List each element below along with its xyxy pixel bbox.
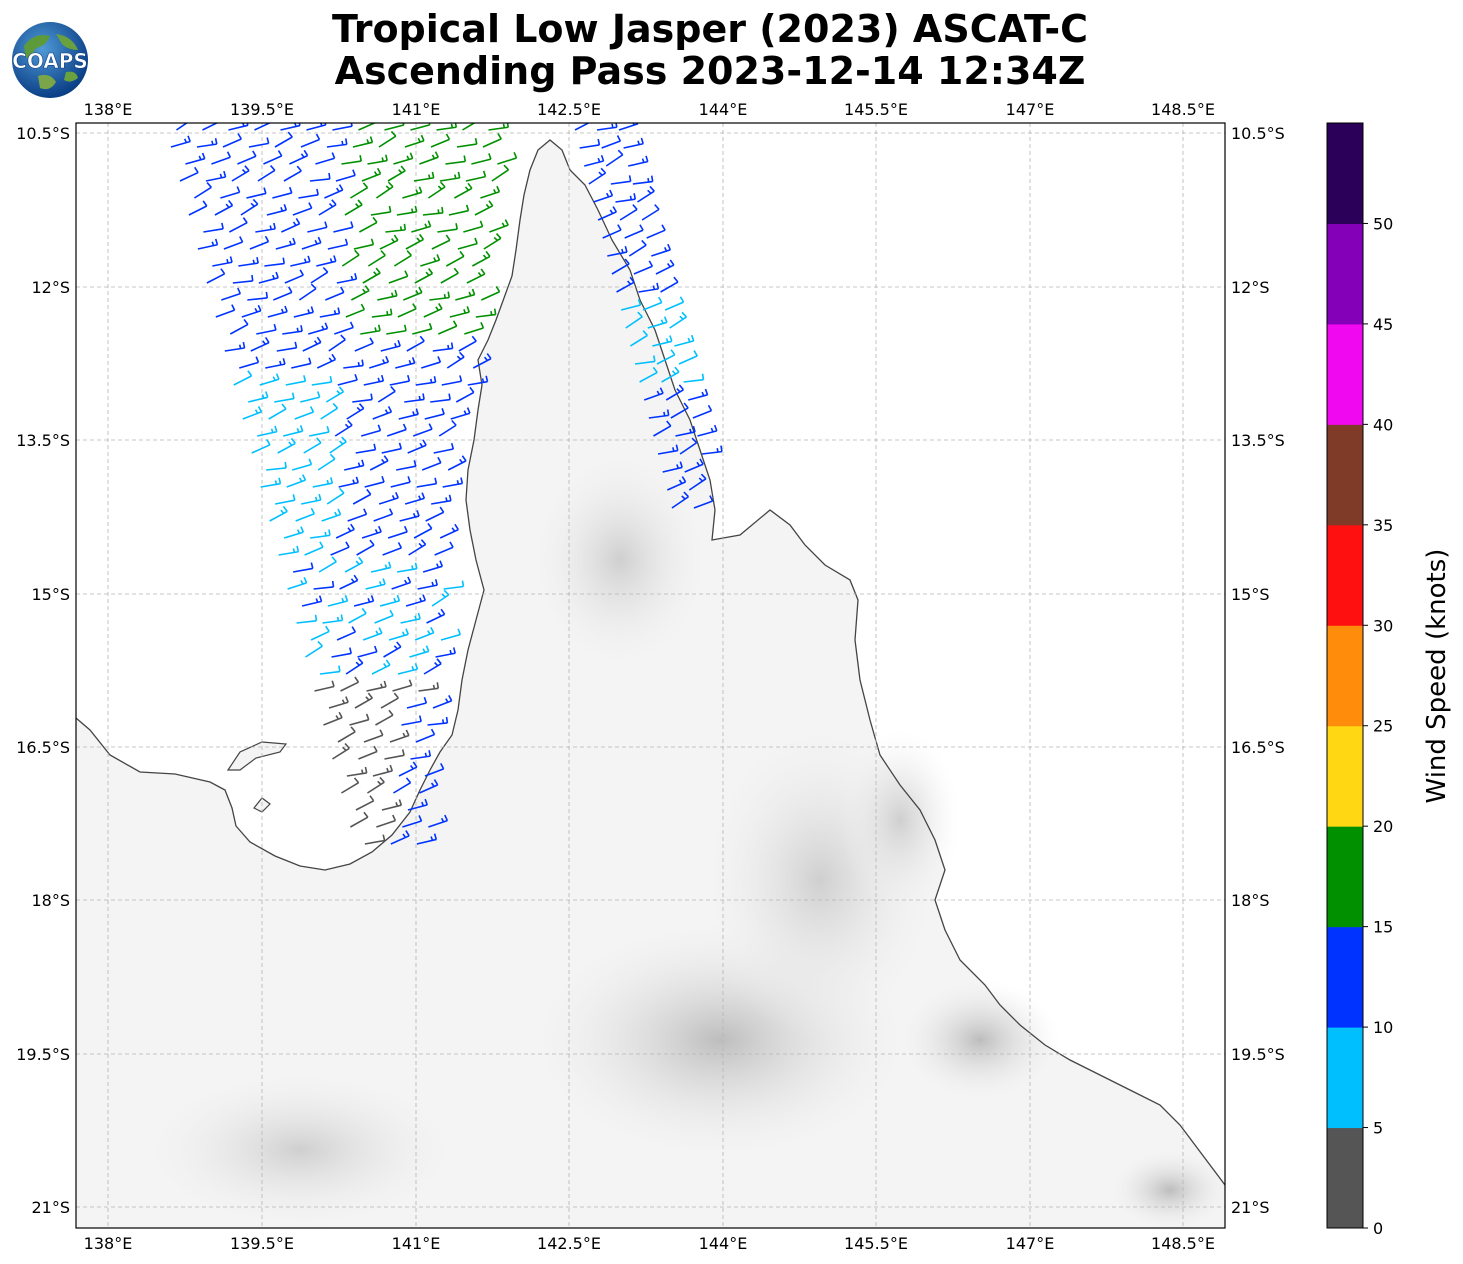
colorbar-segment — [1327, 123, 1363, 224]
lat-tick-label-left: 12°S — [31, 278, 70, 297]
colorbar: 0 5 10 15 20 25 30 35 40 45 50 — [1326, 122, 1393, 1238]
lon-tick-label-bottom: 148.5°E — [1151, 1234, 1215, 1253]
lat-tick-label-right: 19.5°S — [1231, 1045, 1285, 1064]
lat-tick-label-left: 19.5°S — [16, 1045, 70, 1064]
lat-tick-label-left: 13.5°S — [16, 431, 70, 450]
colorbar-tick-label: 5 — [1373, 1119, 1383, 1138]
lon-tick-label-bottom: 142.5°E — [537, 1234, 601, 1253]
lat-tick-label-right: 10.5°S — [1231, 124, 1285, 143]
lon-tick-label-bottom: 138°E — [84, 1234, 133, 1253]
lon-tick-label-bottom: 145.5°E — [844, 1234, 908, 1253]
coaps-logo: COAPS — [10, 20, 90, 100]
colorbar-segment — [1327, 1127, 1363, 1229]
axis-ticks: 138°E 138°E 139.5°E 139.5°E 141°E 141°E 142.5°… — [16, 100, 1285, 1253]
colorbar-segment — [1327, 926, 1363, 1028]
lat-tick-label-left: 21°S — [31, 1198, 70, 1217]
wind-barbs — [170, 123, 723, 845]
gridlines — [76, 123, 1225, 1228]
lon-tick-label-bottom: 144°E — [699, 1234, 748, 1253]
colorbar-segment — [1327, 223, 1363, 325]
map-title-line-1: Tropical Low Jasper (2023) ASCAT-C — [331, 7, 1089, 51]
lat-tick-label-right: 16.5°S — [1231, 738, 1285, 757]
colorbar-segment — [1327, 323, 1363, 425]
map-title-line-2: Ascending Pass 2023-12-14 12:34Z — [334, 49, 1086, 93]
lat-tick-label-right: 18°S — [1231, 891, 1270, 910]
lat-tick-label-right: 13.5°S — [1231, 431, 1285, 450]
lon-tick-label-top: 148.5°E — [1151, 100, 1215, 119]
lon-tick-label-top: 139.5°E — [230, 100, 294, 119]
colorbar-tick-label: 50 — [1373, 214, 1393, 233]
colorbar-segment — [1327, 725, 1363, 827]
lat-tick-label-right: 12°S — [1231, 278, 1270, 297]
colorbar-label: Wind Speed (knots) — [1422, 549, 1452, 804]
colorbar-tick-label: 40 — [1373, 415, 1393, 434]
lat-tick-label-left: 18°S — [31, 891, 70, 910]
lat-tick-label-right: 21°S — [1231, 1198, 1270, 1217]
land-mass — [76, 140, 1225, 1228]
colorbar-tick-label: 10 — [1373, 1018, 1393, 1037]
colorbar-tick-label: 15 — [1373, 918, 1393, 937]
lon-tick-label-bottom: 147°E — [1006, 1234, 1055, 1253]
colorbar-segment — [1327, 826, 1363, 928]
colorbar-tick-label: 30 — [1373, 616, 1393, 635]
lon-tick-label-top: 142.5°E — [537, 100, 601, 119]
colorbar-tick-label: 35 — [1373, 516, 1393, 535]
lon-tick-label-top: 138°E — [84, 100, 133, 119]
colorbar-segment — [1327, 625, 1363, 727]
colorbar-tick-label: 0 — [1373, 1219, 1383, 1238]
lon-tick-label-top: 144°E — [699, 100, 748, 119]
lon-tick-label-bottom: 141°E — [392, 1234, 441, 1253]
colorbar-tick-label: 45 — [1373, 315, 1393, 334]
lat-tick-label-left: 15°S — [31, 585, 70, 604]
colorbar-segment — [1327, 524, 1363, 626]
colorbar-segment — [1327, 424, 1363, 526]
colorbar-tick-label: 25 — [1373, 717, 1393, 736]
mornington-island — [226, 741, 288, 771]
lon-tick-label-top: 147°E — [1006, 100, 1055, 119]
colorbar-segment — [1327, 1027, 1363, 1129]
coastline — [76, 139, 1225, 1186]
lon-tick-label-top: 145.5°E — [844, 100, 908, 119]
map-frame — [75, 122, 1226, 1229]
lat-tick-label-left: 16.5°S — [16, 738, 70, 757]
colorbar-tick-label: 20 — [1373, 817, 1393, 836]
lon-tick-label-bottom: 139.5°E — [230, 1234, 294, 1253]
lat-tick-label-right: 15°S — [1231, 585, 1270, 604]
lat-tick-label-left: 10.5°S — [16, 124, 70, 143]
logo-text: COAPS — [12, 49, 88, 73]
lon-tick-label-top: 141°E — [392, 100, 441, 119]
